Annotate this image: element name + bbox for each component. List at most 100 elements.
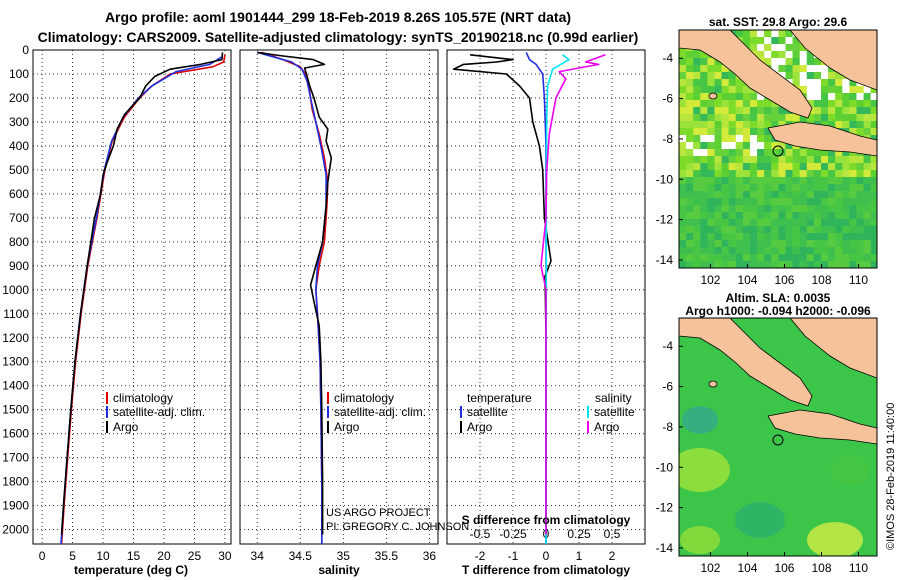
sst-cell	[842, 184, 850, 192]
sst-cell	[813, 184, 822, 192]
sst-cell	[842, 212, 850, 220]
sst-cell	[757, 198, 765, 206]
sst-cell	[821, 72, 829, 80]
sst-cell	[828, 191, 836, 199]
sst-cell	[778, 37, 786, 45]
s-difference-axis-label: S difference from climatology	[462, 513, 631, 527]
sst-cell	[821, 184, 829, 192]
sst-cell	[735, 142, 743, 150]
sst-cell	[870, 205, 877, 213]
sst-cell	[764, 205, 772, 213]
sst-cell	[693, 247, 701, 255]
sst-cell	[728, 135, 736, 143]
sst-cell	[700, 72, 708, 80]
sst-cell	[714, 254, 722, 262]
sst-cell	[771, 261, 779, 268]
sst-cell	[849, 86, 857, 94]
sst-cell	[686, 79, 694, 87]
sst-cell	[700, 233, 708, 241]
sst-cell	[707, 163, 715, 171]
sst-cell	[785, 72, 793, 80]
sst-cell	[764, 177, 772, 185]
sst-cell	[821, 86, 829, 94]
sst-cell	[799, 254, 807, 262]
sst-cell	[849, 205, 857, 213]
sst-cell	[679, 100, 687, 108]
sst-cell	[778, 170, 786, 178]
sst-cell	[714, 177, 722, 185]
sst-cell	[835, 261, 843, 268]
sst-cell	[764, 121, 772, 129]
island	[708, 380, 718, 388]
sst-cell	[714, 163, 722, 171]
sst-cell	[728, 86, 736, 94]
x-tick-label: 20	[157, 549, 171, 563]
sst-cell	[828, 100, 836, 108]
sst-cell	[700, 79, 708, 87]
map-lon-tick-label: 106	[774, 273, 794, 287]
sst-cell	[785, 163, 793, 171]
sst-cell	[799, 163, 807, 171]
sst-cell	[757, 156, 765, 164]
sst-cell	[828, 79, 836, 87]
sst-cell	[728, 72, 736, 80]
sst-cell	[806, 226, 814, 234]
sst-cell	[693, 170, 701, 178]
sst-cell	[757, 184, 765, 192]
sla-blob	[830, 454, 870, 486]
sst-cell	[735, 212, 743, 220]
sst-cell	[778, 156, 786, 164]
sla-map-frame	[678, 317, 878, 557]
sst-cell	[707, 254, 715, 262]
sst-cell	[757, 135, 765, 143]
sst-cell	[714, 233, 722, 241]
sst-cell	[764, 51, 772, 59]
sst-cell	[799, 198, 807, 206]
sst-cell	[771, 37, 779, 45]
sst-cell	[750, 149, 758, 157]
sst-cell	[714, 121, 722, 129]
sst-cell	[828, 156, 836, 164]
sst-cell	[778, 114, 786, 122]
sst-cell	[771, 191, 779, 199]
sst-cell	[778, 247, 786, 255]
sst-cell	[693, 107, 701, 115]
sst-cell	[693, 79, 701, 87]
sst-map-frame	[678, 29, 878, 269]
sst-cell	[813, 114, 822, 122]
sst-cell	[714, 128, 722, 136]
sst-cell	[771, 205, 779, 213]
sst-cell	[785, 212, 793, 220]
sst-cell	[735, 177, 743, 185]
sst-cell	[735, 30, 743, 38]
sst-cell	[728, 128, 736, 136]
sst-cell	[764, 184, 772, 192]
sst-cell	[849, 254, 857, 262]
sst-cell	[806, 86, 814, 94]
sst-cell	[757, 212, 765, 220]
sst-cell	[849, 79, 857, 87]
legend-t-argo-label: Argo	[467, 420, 493, 434]
sst-cell	[714, 226, 722, 234]
sst-cell	[693, 212, 701, 220]
sla-blob	[735, 502, 785, 538]
depth-tick-label: 0	[22, 43, 29, 57]
sst-cell	[714, 184, 722, 192]
island	[708, 92, 718, 100]
sst-cell	[856, 156, 864, 164]
difference-legend: temperature satellite Argo salinity sate…	[460, 391, 635, 434]
sst-cell	[707, 240, 715, 248]
sst-cell	[813, 100, 822, 108]
sst-cell	[771, 170, 779, 178]
sst-cell	[735, 100, 743, 108]
sst-cell	[693, 233, 701, 241]
sst-cell	[757, 226, 765, 234]
sst-cell	[686, 51, 694, 59]
sst-cell	[714, 65, 722, 73]
java-landmass	[767, 409, 877, 445]
sst-cell	[742, 163, 751, 171]
sst-cell	[679, 177, 687, 185]
sst-cell	[856, 107, 864, 115]
sst-cell	[707, 100, 715, 108]
sst-cell	[799, 212, 807, 220]
